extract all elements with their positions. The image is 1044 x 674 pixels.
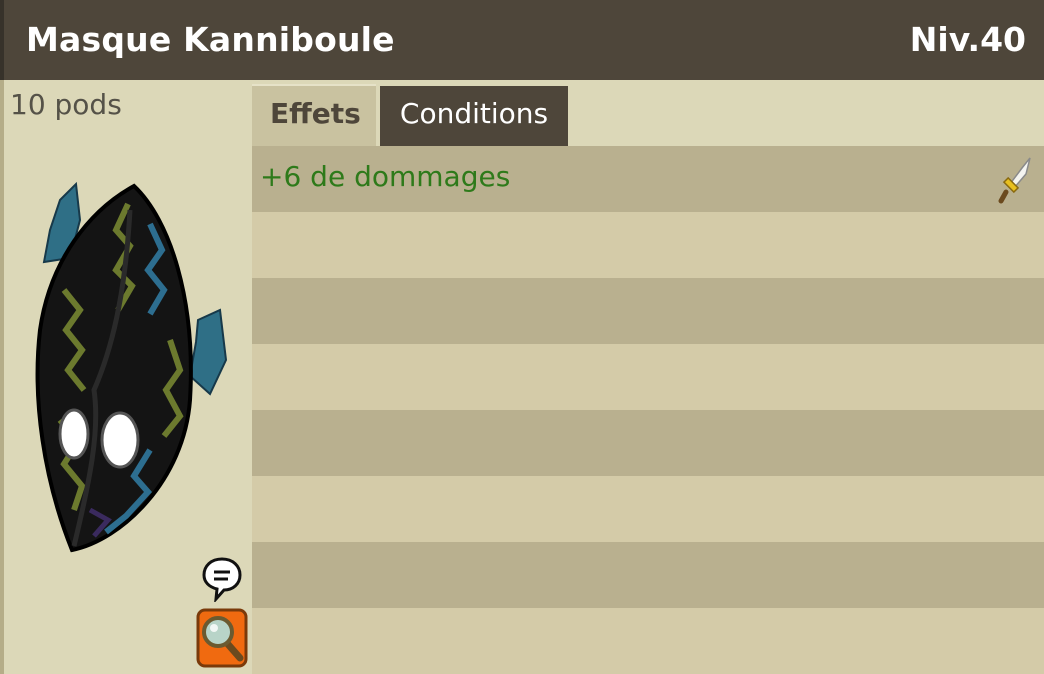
empty-row	[252, 608, 1044, 674]
empty-row	[252, 542, 1044, 608]
tab-conditions[interactable]: Conditions	[380, 86, 568, 146]
effects-list: +6 de dommages	[252, 146, 1044, 674]
empty-row	[252, 410, 1044, 476]
item-title: Masque Kanniboule	[26, 20, 395, 59]
empty-row	[252, 344, 1044, 410]
item-preview-panel: 10 pods	[0, 80, 252, 674]
empty-row	[252, 212, 1044, 278]
mask-icon	[35, 181, 228, 553]
tab-effets[interactable]: Effets	[252, 84, 376, 146]
magnifier-icon[interactable]	[196, 608, 248, 668]
empty-row	[252, 278, 1044, 344]
sword-icon	[998, 157, 1031, 204]
effect-row: +6 de dommages	[252, 146, 1044, 212]
empty-row	[252, 476, 1044, 542]
chat-bubble-icon[interactable]	[202, 556, 242, 602]
item-level: Niv.40	[909, 20, 1026, 59]
item-weight: 10 pods	[10, 88, 122, 121]
effect-text: +6 de dommages	[260, 160, 511, 193]
item-header: Masque Kanniboule Niv.40	[0, 0, 1044, 80]
item-details-panel: Effets Conditions +6 de dommages	[252, 80, 1044, 674]
